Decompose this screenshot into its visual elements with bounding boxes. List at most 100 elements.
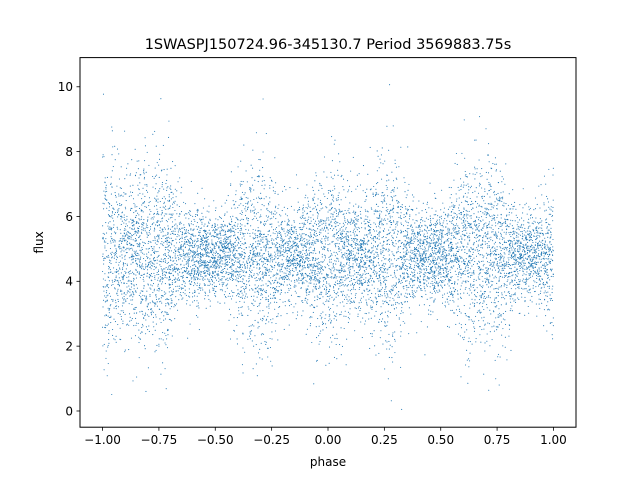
data-point (379, 210, 381, 212)
data-point (211, 274, 213, 277)
data-point (180, 288, 183, 290)
data-point (449, 220, 451, 222)
data-point (274, 257, 276, 260)
data-point (547, 236, 549, 238)
data-point (216, 233, 218, 235)
data-point (495, 193, 497, 196)
data-point (227, 237, 229, 239)
data-point (431, 271, 433, 273)
data-point (386, 341, 388, 343)
data-point (499, 226, 501, 228)
data-point (232, 295, 234, 297)
data-point (280, 315, 282, 317)
data-point (263, 252, 266, 254)
data-point (319, 272, 321, 274)
data-point (320, 313, 322, 315)
data-point (352, 260, 354, 262)
data-point (189, 292, 191, 294)
data-point (544, 240, 546, 242)
data-point (463, 229, 465, 231)
data-point (299, 223, 301, 225)
data-point (163, 203, 165, 205)
data-point (388, 179, 390, 181)
data-point (308, 216, 310, 218)
data-point (439, 234, 441, 236)
data-point (506, 261, 508, 263)
data-point (537, 254, 539, 256)
data-point (217, 260, 219, 262)
data-point (534, 261, 536, 263)
data-point (347, 245, 349, 248)
data-point (216, 236, 218, 238)
data-point (301, 272, 303, 274)
data-point (285, 272, 287, 274)
data-point (124, 240, 126, 242)
data-point (276, 286, 278, 288)
data-point (265, 223, 267, 225)
data-point (485, 207, 487, 209)
data-point (435, 243, 437, 245)
data-point (422, 248, 424, 250)
data-point (396, 292, 398, 294)
data-point (547, 233, 549, 235)
data-point (362, 273, 364, 275)
data-point (309, 237, 311, 239)
data-point (437, 215, 439, 217)
data-point (300, 236, 302, 238)
data-point (129, 316, 131, 318)
data-point (266, 241, 268, 243)
data-point (186, 300, 188, 302)
data-point (299, 252, 301, 254)
data-point (273, 292, 275, 294)
data-point (219, 248, 221, 250)
data-point (366, 267, 368, 269)
data-point (123, 247, 125, 249)
data-point (483, 316, 485, 318)
data-point (350, 220, 352, 222)
data-point (149, 266, 151, 268)
data-point (241, 184, 243, 186)
data-point (546, 305, 548, 307)
data-point (383, 301, 385, 303)
data-point (389, 344, 391, 346)
data-point (349, 221, 352, 223)
data-point (530, 244, 532, 246)
data-point (143, 257, 145, 260)
data-point (382, 250, 384, 252)
data-point (356, 281, 358, 283)
data-point (156, 236, 158, 238)
data-point (217, 224, 219, 226)
data-point (392, 361, 394, 363)
data-point (462, 270, 464, 273)
data-point (538, 272, 540, 274)
data-point (387, 268, 389, 270)
data-point (392, 297, 394, 299)
data-point (541, 227, 543, 229)
data-point (442, 246, 444, 248)
data-point (301, 236, 303, 238)
data-point (470, 217, 472, 219)
data-point (262, 242, 264, 244)
data-point (178, 205, 180, 208)
data-point (114, 339, 116, 341)
data-point (405, 220, 407, 222)
data-point (500, 321, 503, 323)
data-point (503, 202, 505, 204)
data-point (223, 252, 225, 254)
data-point (240, 280, 242, 282)
data-point (483, 308, 485, 311)
data-point (265, 196, 267, 198)
data-point (471, 265, 473, 267)
data-point (138, 188, 140, 190)
data-point (525, 257, 527, 259)
data-point (166, 189, 168, 191)
data-point (201, 218, 203, 220)
data-point (161, 261, 163, 263)
data-point (440, 256, 442, 258)
data-point (157, 279, 159, 281)
data-point (345, 232, 347, 234)
data-point (105, 241, 107, 243)
data-point (160, 295, 162, 297)
data-point (155, 183, 157, 185)
data-point (325, 226, 328, 228)
